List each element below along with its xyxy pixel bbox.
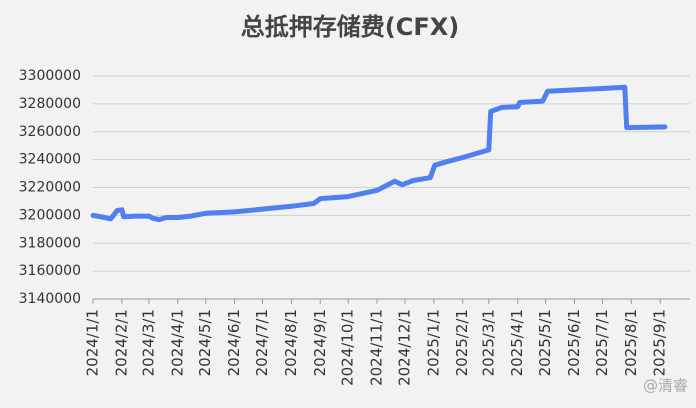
y-tick-label: 3200000 <box>19 207 81 223</box>
chart-title: 总抵押存储费(CFX) <box>241 13 459 41</box>
x-tick-label: 2025/1/1 <box>424 309 442 376</box>
data-line <box>90 84 668 223</box>
y-tick-label: 3140000 <box>19 291 81 307</box>
x-tick-label: 2024/10/1 <box>339 309 357 386</box>
x-tick-label: 2025/8/1 <box>622 309 640 376</box>
x-tick-label: 2025/9/1 <box>651 309 669 376</box>
x-tick-label: 2025/4/1 <box>508 309 526 376</box>
y-tick-label: 3240000 <box>19 152 81 168</box>
watermark: @清睿 <box>643 377 688 395</box>
y-tick-label: 3220000 <box>19 180 81 196</box>
x-tick-label: 2025/6/1 <box>565 309 583 376</box>
x-tick-label: 2024/4/1 <box>168 309 186 376</box>
y-tick-label: 3180000 <box>19 235 81 251</box>
x-tick-label: 2024/7/1 <box>253 309 271 376</box>
y-tick-label: 3160000 <box>19 263 81 279</box>
y-tick-label: 3280000 <box>19 96 81 112</box>
x-tick-label: 2024/3/1 <box>139 309 157 376</box>
x-tick-label: 2025/3/1 <box>479 309 497 376</box>
x-tick-label: 2025/5/1 <box>536 309 554 376</box>
x-tick-label: 2024/6/1 <box>225 309 243 376</box>
y-tick-label: 3260000 <box>19 124 81 140</box>
x-tick-label: 2024/2/1 <box>112 309 130 376</box>
x-tick-label: 2025/2/1 <box>453 309 471 376</box>
x-tick-label: 2025/7/1 <box>593 309 611 376</box>
x-tick-label: 2024/11/1 <box>368 309 386 386</box>
x-tick-label: 2024/9/1 <box>311 309 329 376</box>
x-tick-label: 2024/8/1 <box>282 309 300 376</box>
y-tick-label: 3300000 <box>19 68 81 84</box>
x-tick-label: 2024/5/1 <box>196 309 214 376</box>
x-tick-label: 2024/1/1 <box>84 309 102 376</box>
x-tick-label: 2024/12/1 <box>396 309 414 386</box>
